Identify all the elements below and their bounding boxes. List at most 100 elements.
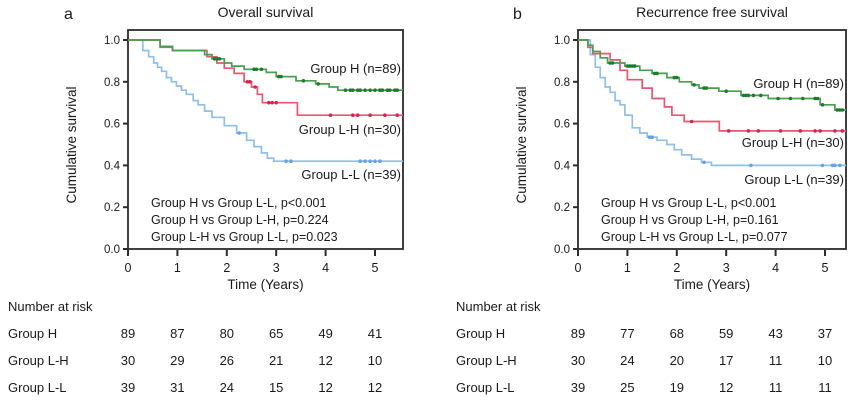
km-curve-group-l-l — [128, 39, 403, 163]
risk-value: 24 — [620, 353, 634, 368]
censor-mark — [689, 119, 694, 124]
risk-value: 77 — [620, 326, 634, 341]
risk-row-label: Group L-H — [456, 353, 517, 368]
risk-value: 59 — [719, 326, 733, 341]
risk-row-label: Group H — [456, 326, 505, 341]
x-tick-label: 1 — [624, 261, 631, 275]
censor-mark — [343, 88, 348, 92]
y-tick-label: 0.8 — [554, 77, 570, 89]
panel-letter: b — [513, 6, 522, 23]
risk-value: 12 — [719, 380, 733, 395]
censor-mark — [385, 88, 390, 92]
x-tick-label: 0 — [125, 261, 132, 275]
y-tick-label: 0.6 — [104, 119, 120, 131]
censor-mark — [373, 88, 377, 92]
censor-mark — [726, 129, 731, 133]
x-axis-label: Time (Years) — [674, 277, 750, 292]
risk-value: 12 — [318, 380, 332, 395]
y-tick-label: 0.8 — [104, 77, 120, 89]
censor-mark — [395, 113, 400, 117]
y-tick-label: 0.6 — [554, 119, 570, 131]
km-curve-group-l-l — [578, 39, 846, 167]
censor-mark — [830, 163, 835, 168]
plot-border — [577, 29, 847, 250]
risk-value: 30 — [571, 353, 585, 368]
censor-mark — [820, 103, 825, 107]
censor-mark — [838, 163, 842, 168]
risk-value: 65 — [269, 326, 283, 341]
y-tick-label: 1.0 — [104, 35, 120, 47]
risk-table-heading: Number at risk — [8, 299, 93, 314]
censor-mark — [608, 61, 612, 65]
x-tick-label: 2 — [673, 261, 680, 275]
censor-mark — [373, 159, 377, 163]
panel-title: Overall survival — [218, 4, 314, 20]
panel-letter: a — [64, 6, 73, 23]
x-tick-label: 3 — [273, 261, 280, 275]
x-tick-label: 1 — [174, 261, 181, 275]
pvalue-annotation: Group L-H vs Group L-L, p=0.023 — [151, 230, 338, 244]
censor-mark — [245, 80, 250, 84]
censor-mark — [270, 100, 275, 105]
series-label-group-h: Group H (n=89) — [753, 76, 844, 91]
censor-mark — [818, 129, 822, 133]
y-axis-label: Cumulative survival — [64, 86, 79, 203]
risk-value: 49 — [318, 326, 332, 341]
censor-mark — [833, 129, 837, 133]
risk-value: 68 — [670, 326, 684, 341]
censor-mark — [778, 129, 783, 133]
censor-mark — [692, 83, 696, 87]
panel-title: Recurrence free survival — [636, 4, 788, 20]
censor-mark — [328, 113, 333, 117]
risk-row-label: Group H — [8, 326, 57, 341]
censor-mark — [378, 88, 382, 92]
y-tick-label: 0.4 — [554, 160, 571, 172]
risk-value: 89 — [571, 326, 585, 341]
censor-mark — [351, 88, 355, 92]
pvalue-annotation: Group H vs Group L-L, p<0.001 — [601, 196, 776, 210]
censor-mark — [368, 113, 372, 117]
risk-row-label: Group L-H — [8, 353, 69, 368]
risk-value: 37 — [818, 326, 832, 341]
risk-value: 43 — [768, 326, 782, 341]
km-curve-group-h — [128, 39, 403, 92]
censor-mark — [702, 160, 706, 165]
series-label-group-l-h: Group L-H (n=30) — [742, 135, 844, 150]
y-tick-label: 0.4 — [104, 160, 121, 172]
censor-mark — [633, 64, 637, 68]
censor-mark — [610, 61, 615, 65]
censor-mark — [348, 88, 353, 92]
censor-mark — [672, 75, 677, 80]
censor-mark — [378, 159, 382, 163]
risk-value: 25 — [620, 380, 634, 395]
censor-mark — [840, 129, 845, 133]
risk-value: 11 — [818, 380, 832, 395]
x-tick-label: 4 — [772, 261, 779, 275]
censor-mark — [363, 88, 367, 92]
risk-value: 20 — [670, 353, 684, 368]
censor-mark — [704, 86, 709, 90]
censor-mark — [625, 64, 630, 68]
censor-mark — [358, 159, 363, 163]
risk-value: 31 — [170, 380, 184, 395]
censor-mark — [650, 135, 654, 139]
risk-value: 24 — [220, 380, 234, 395]
censor-mark — [833, 163, 837, 168]
pvalue-annotation: Group H vs Group L-H, p=0.161 — [601, 213, 779, 227]
plot-border — [127, 29, 404, 250]
censor-mark — [363, 159, 367, 163]
y-axis-label: Cumulative survival — [514, 86, 529, 203]
risk-value: 26 — [220, 353, 234, 368]
y-tick-label: 1.0 — [554, 35, 570, 47]
risk-value: 41 — [368, 326, 382, 341]
censor-mark — [395, 88, 400, 92]
censor-mark — [217, 57, 222, 61]
risk-value: 11 — [769, 353, 783, 368]
censor-mark — [749, 163, 753, 168]
risk-value: 12 — [318, 353, 332, 368]
censor-mark — [741, 93, 746, 98]
censor-mark — [212, 57, 217, 61]
risk-row-label: Group L-L — [456, 380, 515, 395]
